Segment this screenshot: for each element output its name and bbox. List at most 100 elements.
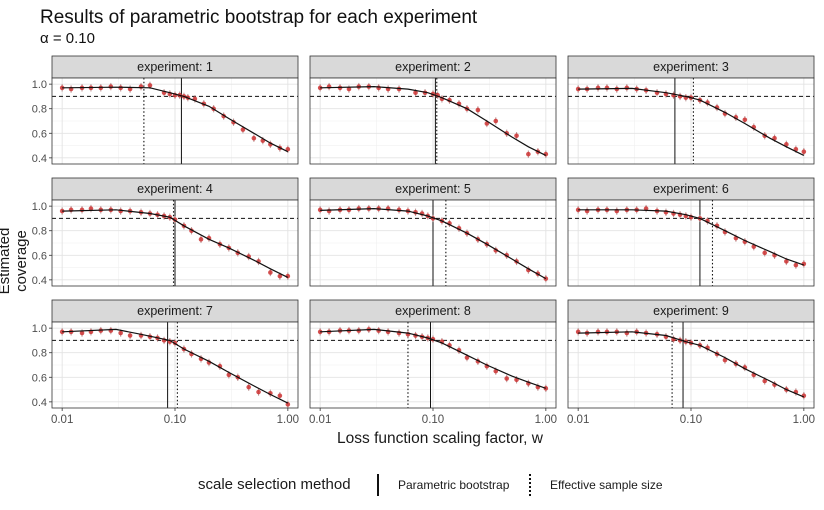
panel-border bbox=[567, 77, 815, 165]
x-tick-label: 0.01 bbox=[309, 414, 331, 426]
x-tick-label: 0.10 bbox=[680, 414, 702, 426]
data-point bbox=[285, 146, 291, 152]
data-point bbox=[127, 333, 133, 338]
legend-label-effective-sample-size: Effective sample size bbox=[550, 478, 663, 492]
x-tick-label: 0.10 bbox=[422, 414, 444, 426]
x-tick-label: 1.00 bbox=[535, 414, 557, 426]
chart-subtitle: α = 0.10 bbox=[40, 30, 95, 47]
facet-panel: experiment: 8 0.01 0.10 1.00 bbox=[309, 299, 557, 426]
data-point bbox=[475, 107, 481, 113]
x-tick-label: 0.01 bbox=[567, 414, 589, 426]
data-point bbox=[59, 329, 65, 335]
legend-key-dotted-line bbox=[522, 474, 538, 496]
panel-border bbox=[309, 77, 557, 165]
y-tick-label: 0.4 bbox=[32, 275, 47, 287]
data-point bbox=[464, 355, 470, 360]
data-point bbox=[526, 151, 531, 157]
data-point bbox=[793, 262, 799, 268]
facet-panel: experiment: 1 0.4 0.6 0.8 1.0 bbox=[32, 55, 299, 165]
data-point bbox=[742, 117, 748, 123]
legend-key-solid-line bbox=[370, 474, 386, 496]
legend-title: scale selection method bbox=[198, 476, 351, 493]
y-tick-label: 0.8 bbox=[32, 104, 47, 116]
data-point bbox=[326, 208, 332, 214]
fitted-curve bbox=[320, 328, 546, 389]
data-point bbox=[575, 86, 581, 92]
data-point bbox=[88, 206, 94, 211]
facet-strip-label: experiment: 8 bbox=[395, 304, 471, 318]
facet-strip-label: experiment: 2 bbox=[395, 60, 471, 74]
data-point bbox=[575, 207, 581, 213]
data-point bbox=[277, 273, 283, 279]
data-point bbox=[801, 149, 807, 155]
data-point bbox=[317, 85, 323, 91]
fitted-curve bbox=[62, 86, 289, 153]
facet-panel: experiment: 4 0.4 0.6 0.8 1.0 bbox=[32, 177, 299, 287]
y-tick-label: 0.8 bbox=[32, 226, 47, 238]
facet-strip-label: experiment: 3 bbox=[653, 60, 729, 74]
x-axis-label: Loss function scaling factor, w bbox=[337, 430, 543, 447]
facet-chart: experiment: 1 0.4 0.6 0.8 1.0 experiment: 2 ex… bbox=[32, 55, 815, 426]
facet-strip-label: experiment: 9 bbox=[653, 304, 729, 318]
data-point bbox=[59, 208, 65, 214]
data-point bbox=[604, 85, 610, 91]
data-point bbox=[198, 237, 204, 242]
fitted-curve bbox=[578, 209, 804, 266]
data-point bbox=[413, 90, 418, 96]
data-point bbox=[595, 329, 601, 335]
data-point bbox=[801, 261, 807, 267]
data-point bbox=[514, 133, 519, 139]
fitted-curve bbox=[62, 209, 289, 278]
x-tick-label: 1.00 bbox=[277, 414, 299, 426]
data-point bbox=[118, 330, 123, 336]
y-tick-label: 0.6 bbox=[32, 128, 47, 140]
y-tick-label: 0.4 bbox=[32, 397, 47, 409]
data-point bbox=[256, 389, 261, 395]
data-point bbox=[251, 135, 257, 141]
data-point bbox=[376, 85, 381, 91]
data-point bbox=[493, 118, 499, 124]
facet-panel: experiment: 7 0.4 0.6 0.8 1.0 0.01 0.10 1.00 bbox=[32, 299, 299, 426]
fitted-curve bbox=[320, 207, 547, 280]
data-point bbox=[784, 259, 789, 264]
data-point bbox=[762, 378, 768, 384]
facet-panel: experiment: 2 bbox=[309, 55, 557, 165]
data-point bbox=[784, 142, 789, 147]
facet-panel: experiment: 5 bbox=[309, 177, 557, 287]
x-tick-label: 0.01 bbox=[51, 414, 73, 426]
data-point bbox=[543, 386, 549, 391]
facet-strip-label: experiment: 5 bbox=[395, 182, 471, 196]
data-point bbox=[346, 86, 352, 92]
legend-label-parametric-bootstrap: Parametric bootstrap bbox=[398, 478, 510, 492]
facet-strip-label: experiment: 1 bbox=[137, 60, 213, 74]
facet-strip-label: experiment: 4 bbox=[137, 182, 213, 196]
data-point bbox=[79, 330, 85, 336]
fitted-curve bbox=[578, 331, 805, 398]
data-point bbox=[504, 376, 510, 381]
chart-title: Results of parametric bootstrap for each… bbox=[40, 7, 478, 28]
x-tick-label: 1.00 bbox=[793, 414, 815, 426]
y-tick-label: 1.0 bbox=[32, 201, 47, 213]
data-point bbox=[317, 207, 323, 213]
data-point bbox=[59, 85, 65, 91]
panel-border bbox=[309, 199, 557, 287]
data-point bbox=[240, 127, 246, 132]
facet-strip-label: experiment: 7 bbox=[137, 304, 213, 318]
data-point bbox=[543, 276, 549, 281]
fitted-curve bbox=[62, 328, 289, 404]
y-tick-label: 0.6 bbox=[32, 372, 47, 384]
data-point bbox=[624, 85, 630, 91]
data-point bbox=[79, 207, 85, 213]
y-tick-label: 0.8 bbox=[32, 348, 47, 360]
x-tick-label: 0.10 bbox=[164, 414, 186, 426]
panel-border bbox=[567, 199, 815, 287]
legend: scale selection method Parametric bootst… bbox=[0, 472, 824, 498]
facet-panel: experiment: 6 bbox=[567, 177, 815, 287]
data-point bbox=[317, 329, 323, 335]
data-point bbox=[268, 270, 273, 275]
panel-border bbox=[51, 77, 299, 165]
fitted-curve bbox=[320, 85, 547, 156]
data-point bbox=[147, 83, 153, 88]
facet-strip-label: experiment: 6 bbox=[653, 182, 729, 196]
facet-panel: experiment: 9 0.01 0.10 1.00 bbox=[567, 299, 815, 426]
